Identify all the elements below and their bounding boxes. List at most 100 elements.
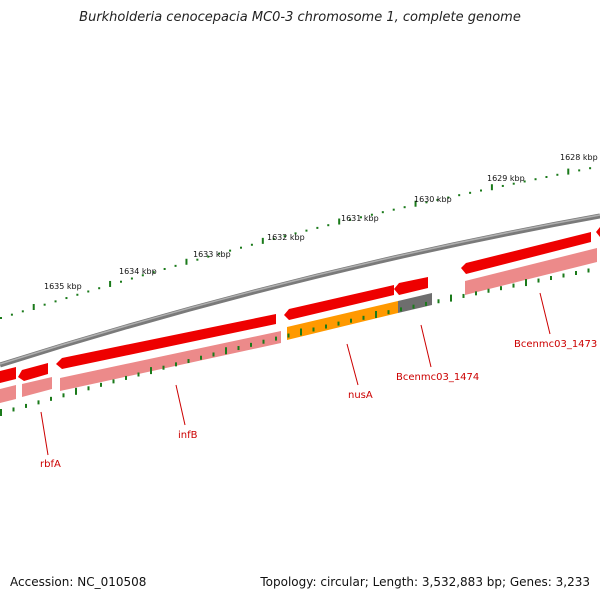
inner-major-tick — [75, 387, 77, 395]
gene-label-rbfA[interactable]: rbfA — [40, 459, 61, 470]
scale-minor-tick — [250, 243, 253, 246]
inner-minor-tick — [462, 293, 465, 298]
gene-Bcenmc03_1474[interactable] — [394, 277, 428, 295]
scale-minor-tick — [523, 180, 526, 183]
gene-label-nusA[interactable]: nusA — [348, 390, 373, 401]
inner-minor-tick — [387, 310, 390, 315]
inner-minor-tick — [562, 273, 565, 278]
inner-major-tick — [375, 310, 377, 318]
gene-rbfA[interactable] — [18, 363, 48, 381]
scale-minor-tick — [152, 271, 155, 274]
scale-minor-tick — [87, 290, 90, 293]
inner-minor-tick — [362, 315, 365, 320]
gene-label-Bcenmc03_1473[interactable]: Bcenmc03_1473 — [514, 339, 597, 350]
inner-minor-tick — [37, 400, 40, 405]
scale-minor-tick — [130, 277, 133, 280]
inner-minor-tick — [100, 382, 102, 387]
scale-minor-tick — [589, 167, 592, 170]
inner-major-tick — [525, 279, 527, 287]
scale-label-1630: 1630 kbp — [414, 195, 452, 204]
chromosome-backbone — [0, 213, 600, 368]
gene-nusA[interactable] — [284, 285, 394, 320]
leader-nusA — [346, 343, 359, 386]
scale-minor-tick — [458, 194, 461, 197]
scale-minor-tick — [534, 178, 537, 181]
topology-text: Topology: circular; Length: 3,532,883 bp… — [260, 575, 590, 589]
inner-minor-tick — [87, 386, 90, 391]
scale-label-1628: 1628 kbp — [560, 153, 598, 162]
inner-major-tick — [225, 347, 227, 355]
inner-minor-tick — [262, 339, 265, 344]
inner-minor-tick — [50, 396, 52, 401]
inner-minor-tick — [12, 407, 15, 412]
inner-minor-tick — [412, 304, 415, 309]
inner-minor-tick — [275, 336, 277, 341]
scale-minor-tick — [272, 238, 275, 241]
scale-minor-tick — [54, 300, 57, 303]
inner-minor-tick — [512, 283, 515, 288]
scale-minor-tick — [447, 196, 450, 199]
scale-minor-tick — [65, 297, 68, 300]
accession-text: Accession: NC_010508 — [10, 575, 147, 589]
inner-minor-tick — [137, 372, 140, 377]
gene-infB[interactable] — [56, 314, 276, 369]
scale-minor-tick — [98, 287, 101, 290]
scale-minor-tick — [360, 216, 362, 219]
leader-infB — [175, 384, 186, 426]
scale-minor-tick — [10, 313, 13, 316]
inner-minor-tick — [312, 327, 315, 332]
scale-minor-tick — [370, 213, 373, 216]
inner-minor-tick — [475, 291, 477, 296]
gene-label-Bcenmc03_1474[interactable]: Bcenmc03_1474 — [396, 372, 479, 383]
scale-major-tick — [338, 218, 341, 225]
scale-minor-tick — [174, 264, 177, 267]
scale-major-tick — [32, 304, 35, 311]
scale-minor-tick — [229, 249, 232, 252]
scale-label-1631: 1631 kbp — [341, 214, 379, 223]
scale-minor-tick — [141, 274, 144, 277]
scale-minor-tick — [545, 176, 548, 179]
inner-minor-tick — [175, 362, 177, 367]
scale-minor-tick — [76, 293, 79, 296]
cds-nusA — [287, 301, 398, 340]
scale-label-1633: 1633 kbp — [193, 250, 231, 259]
scale-minor-tick — [501, 184, 504, 187]
scale-minor-tick — [349, 218, 352, 221]
inner-minor-tick — [287, 333, 290, 338]
inner-minor-tick — [500, 286, 502, 291]
inner-minor-tick — [162, 365, 165, 370]
scale-minor-tick — [207, 255, 210, 258]
cds-Bcenmc03_1473 — [465, 248, 597, 295]
scale-major-tick — [109, 280, 112, 287]
inner-minor-tick — [25, 403, 27, 408]
inner-major-tick — [150, 367, 152, 375]
cds-left-edge — [0, 385, 16, 403]
scale-minor-tick — [43, 303, 46, 306]
inner-minor-tick — [237, 346, 240, 351]
scale-label-1635: 1635 kbp — [44, 282, 82, 291]
gene-track-cds — [0, 248, 597, 403]
chromosome-backbone-highlight — [0, 214, 600, 365]
inner-minor-tick — [337, 321, 340, 326]
gene-rbfA-upstream[interactable] — [0, 367, 16, 383]
inner-minor-tick — [125, 375, 127, 380]
scale-minor-tick — [316, 226, 319, 229]
gene-labels: rbfA infB nusA Bcenmc03_1474 Bcenmc03_14… — [40, 339, 597, 470]
inner-minor-tick — [537, 278, 540, 283]
scale-minor-tick — [578, 169, 581, 172]
leader-Bcenmc03_1474 — [420, 324, 432, 368]
inner-major-tick — [450, 294, 452, 302]
scale-label-1632: 1632 kbp — [267, 233, 305, 242]
scale-minor-tick — [403, 206, 406, 209]
scale-minor-tick — [163, 267, 166, 270]
inner-minor-tick — [587, 268, 590, 273]
scale-minor-tick — [294, 232, 297, 235]
scale-minor-tick — [21, 310, 24, 313]
scale-minor-tick — [512, 182, 515, 185]
gene-label-infB[interactable]: infB — [178, 430, 198, 441]
leader-Bcenmc03_1473 — [539, 292, 551, 335]
gene-Bcenmc03_1473[interactable] — [461, 232, 591, 274]
gene-right-edge[interactable] — [596, 227, 600, 237]
inner-minor-tick — [550, 276, 552, 281]
